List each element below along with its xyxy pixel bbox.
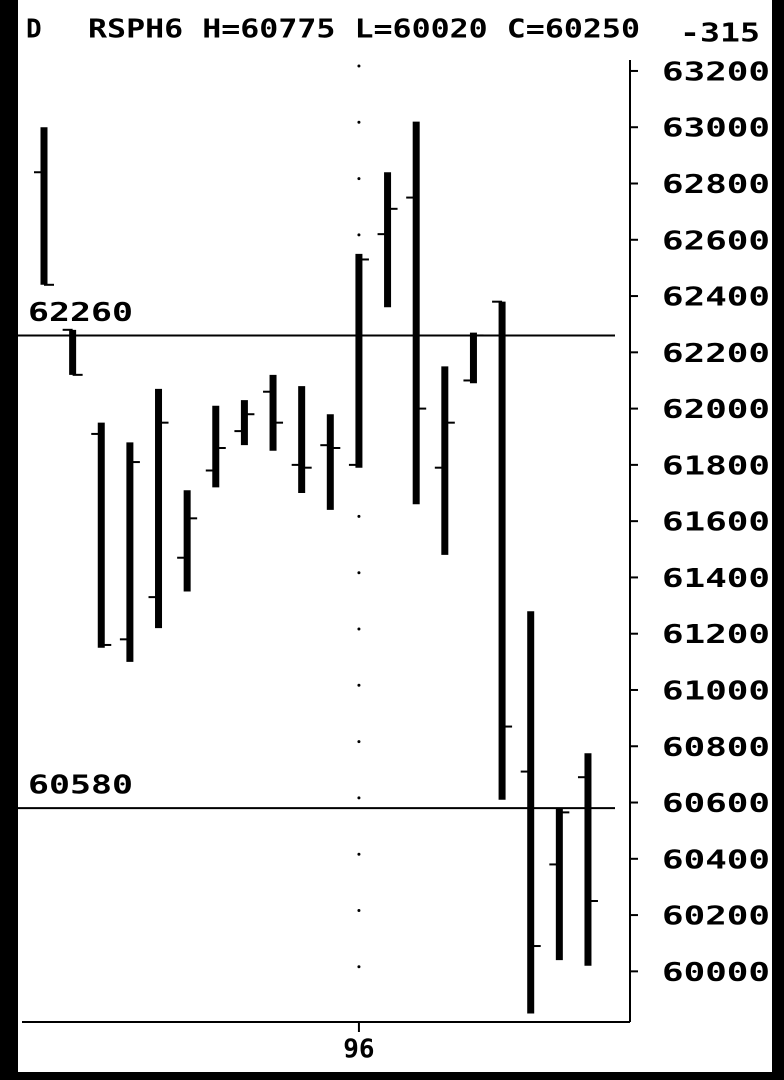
y-tick-label: 60400 [662, 845, 770, 875]
y-tick-label: 60600 [662, 789, 770, 819]
y-tick-label: 61800 [662, 451, 770, 481]
level-label: 60580 [28, 771, 133, 801]
dotted-gridline [357, 64, 361, 68]
symbol-prefix: D [26, 15, 42, 45]
y-tick-label: 60000 [662, 958, 770, 988]
dotted-gridline [357, 683, 361, 687]
dotted-gridline [357, 571, 361, 575]
y-tick-label: 62600 [662, 226, 770, 256]
dotted-gridline [357, 852, 361, 856]
y-tick-label: 61000 [662, 676, 770, 706]
frame-bottom [0, 1072, 784, 1080]
dotted-gridline [357, 965, 361, 969]
y-tick-label: 61200 [662, 620, 770, 650]
y-tick-label: 62200 [662, 339, 770, 369]
dotted-gridline [357, 627, 361, 631]
frame-right [772, 0, 784, 1080]
change-label: -315 [680, 19, 760, 49]
dotted-gridline [357, 233, 361, 237]
level-label: 62260 [28, 298, 133, 328]
dotted-gridline [357, 177, 361, 181]
dotted-gridline [357, 514, 361, 518]
dotted-gridline [357, 120, 361, 124]
chart-title: RSPH6 H=60775 L=60020 C=60250 [88, 15, 640, 45]
y-tick-label: 62800 [662, 170, 770, 200]
y-tick-label: 61600 [662, 508, 770, 538]
x-tick-label: 96 [343, 1035, 374, 1065]
y-tick-label: 60800 [662, 733, 770, 763]
y-tick-label: 62400 [662, 283, 770, 313]
y-tick-label: 63000 [662, 114, 770, 144]
y-tick-label: 62000 [662, 395, 770, 425]
y-tick-label: 60200 [662, 902, 770, 932]
dotted-gridline [357, 740, 361, 744]
dotted-gridline [357, 796, 361, 800]
dotted-gridline [357, 909, 361, 912]
y-tick-label: 61400 [662, 564, 770, 594]
y-tick-label: 63200 [662, 57, 770, 87]
frame-left [0, 0, 18, 1080]
